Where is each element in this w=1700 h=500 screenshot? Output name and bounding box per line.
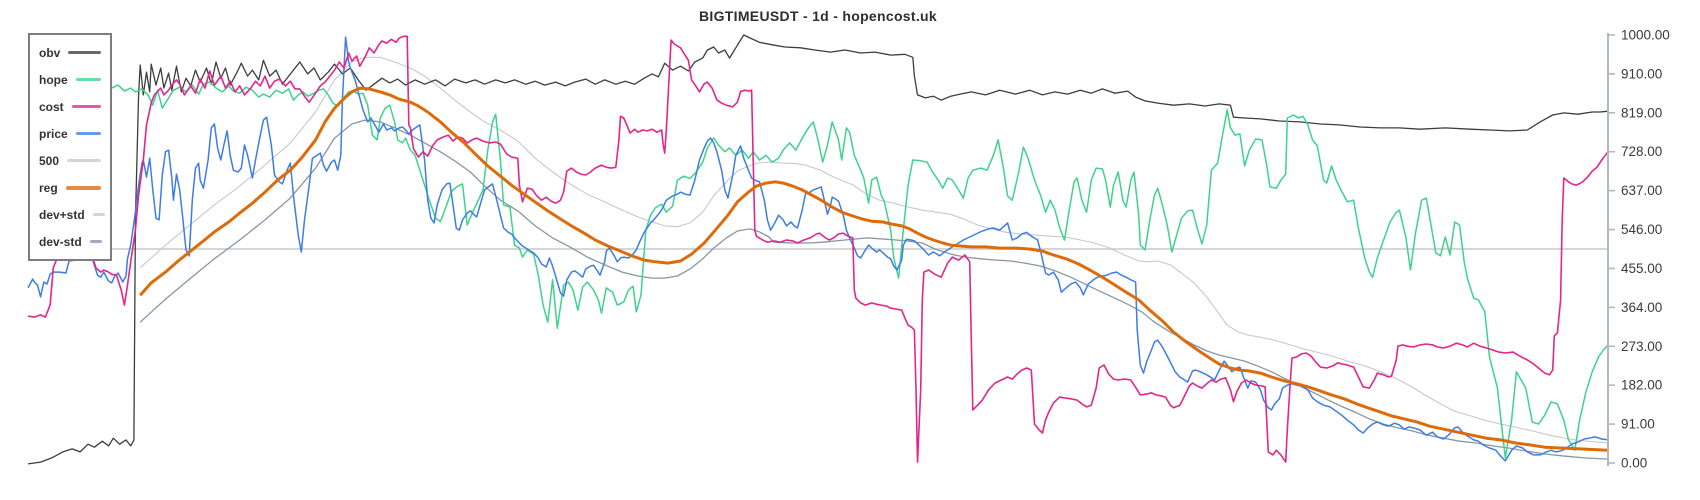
legend-swatch-cost-line	[71, 105, 101, 108]
legend-swatch-price-line	[75, 132, 101, 135]
legend-label: dev+std	[39, 207, 85, 222]
legend-swatch-dev+std-line	[92, 213, 105, 216]
y-axis-tick-label: 910.00	[1621, 66, 1662, 81]
chart-title: BIGTIMEUSDT - 1d - hopencost.uk	[699, 8, 937, 24]
legend-item-hope: hope	[39, 66, 101, 93]
legend-item-obv: obv	[39, 39, 101, 66]
y-axis-tick-label: 364.00	[1621, 300, 1662, 315]
y-axis-tick-label: 0.00	[1621, 456, 1647, 471]
legend-swatch-hope-line	[75, 78, 101, 81]
legend-label: price	[39, 126, 68, 141]
y-axis-tick-label: 91.00	[1621, 417, 1655, 432]
legend-label: hope	[39, 72, 68, 87]
legend-item-price: price	[39, 120, 101, 147]
legend-item-500: 500	[39, 147, 101, 174]
legend-label: dev-std	[39, 234, 82, 249]
y-axis-tick-label: 546.00	[1621, 222, 1662, 237]
legend-swatch-500-line	[67, 159, 101, 162]
y-axis-tick-label: 637.00	[1621, 183, 1662, 198]
y-axis-tick-label: 455.00	[1621, 261, 1662, 276]
y-axis-tick-label: 182.00	[1621, 378, 1662, 393]
y-axis-tick-label: 1000.00	[1621, 28, 1670, 43]
legend-swatch-dev-std-line	[89, 240, 102, 243]
legend-item-dev-std: dev-std	[39, 228, 102, 255]
legend-item-reg: reg	[39, 174, 101, 201]
series-dev-std-line	[139, 119, 1609, 460]
y-axis-tick-label: 728.00	[1621, 144, 1662, 159]
legend-label: 500	[39, 153, 60, 168]
legend-label: reg	[39, 180, 58, 195]
series-price-line	[27, 36, 1609, 462]
legend-swatch-reg-line	[65, 185, 101, 190]
legend-label: cost	[39, 99, 64, 114]
y-axis-tick-label: 819.00	[1621, 105, 1662, 120]
series-dev+std-line	[139, 56, 1609, 444]
series-cost-line	[27, 35, 1609, 463]
legend-swatch-obv-line	[68, 51, 101, 54]
legend-item-cost: cost	[39, 93, 101, 120]
series-hope-line	[111, 81, 1609, 459]
series-reg-line	[139, 86, 1609, 452]
legend-item-dev+std: dev+std	[39, 201, 105, 228]
legend-label: obv	[39, 45, 61, 60]
y-axis-tick-label: 273.00	[1621, 339, 1662, 354]
legend: obv hope cost price 500 reg dev+std dev-std	[28, 33, 112, 261]
